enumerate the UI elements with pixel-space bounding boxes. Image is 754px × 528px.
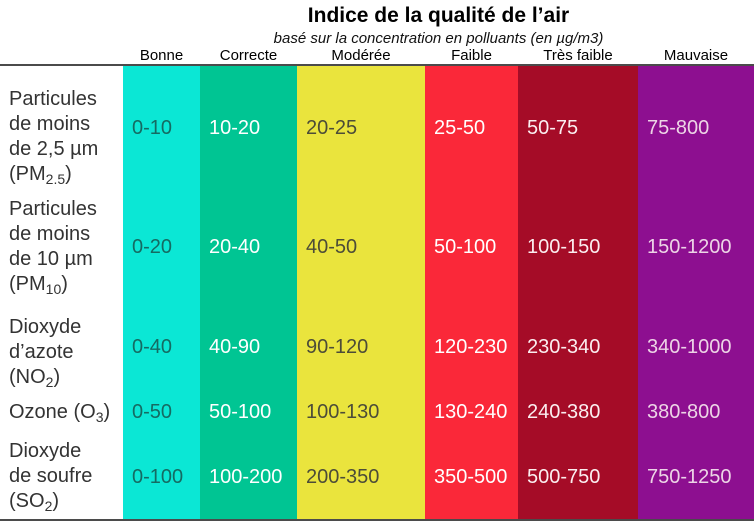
formula-subscript: 2.5: [45, 170, 66, 187]
row-label-formula: (PM2.5): [9, 162, 123, 188]
row-label-line: de 10 µm: [9, 248, 93, 270]
formula-subscript: 2: [44, 498, 53, 514]
value-cell: 340-1000: [638, 305, 754, 390]
row-label-line: Dioxyde: [9, 440, 82, 462]
formula-subscript: 2: [45, 373, 54, 390]
value-cell: 25-50: [425, 66, 518, 190]
row-label-pm25: Particules de moins de 2,5 µm (PM2.5): [0, 66, 123, 190]
value-cell: 100-150: [518, 190, 638, 305]
value-cell: 75-800: [638, 66, 754, 190]
value-cell: 0-50: [123, 390, 200, 435]
value-cell: 40-90: [200, 305, 297, 390]
value-cell: 0-100: [123, 435, 200, 519]
value-cell: 90-120: [297, 305, 425, 390]
row-label-formula: Ozone (O3): [9, 400, 123, 426]
row-label-no2: Dioxyde d’azote (NO2): [0, 305, 123, 390]
row-label-ozone: Ozone (O3): [0, 390, 123, 435]
row-label-line: de moins: [9, 112, 91, 135]
value-cell: 40-50: [297, 190, 425, 305]
formula-text: ): [61, 273, 68, 295]
formula-text: (NO: [9, 365, 46, 388]
value-cell: 50-100: [425, 190, 518, 305]
value-cell: 240-380: [518, 390, 638, 435]
row-label-pm10: Particules de moins de 10 µm (PM10): [0, 190, 123, 305]
formula-text: ): [103, 400, 111, 423]
column-header-mauvaise: Mauvaise: [663, 47, 729, 64]
formula-text: ): [65, 162, 72, 185]
value-cell: 750-1250: [638, 435, 754, 519]
value-cell: 0-10: [123, 66, 200, 190]
row-label-line: Dioxyde: [9, 315, 82, 338]
header-divider: [0, 64, 754, 66]
row-label-line: Particules: [9, 87, 97, 110]
corner-spacer: [0, 47, 123, 64]
formula-text: ): [52, 490, 60, 512]
value-cell: 130-240: [425, 390, 518, 435]
value-cell: 380-800: [638, 390, 754, 435]
row-label-line: de 2,5 µm: [9, 137, 99, 160]
formula-text: (PM: [9, 273, 46, 295]
value-cell: 10-20: [200, 66, 297, 190]
value-cell: 150-1200: [638, 190, 754, 305]
row-label-line: de soufre: [9, 465, 93, 487]
column-header-moderee: Modérée: [331, 47, 391, 64]
row-label-line: de moins: [9, 223, 91, 245]
row-label-formula: (NO2): [9, 365, 123, 391]
value-cell: 100-130: [297, 390, 425, 435]
formula-text: (PM: [9, 162, 46, 185]
page-subtitle: basé sur la concentration en polluants (…: [273, 30, 604, 47]
page-title: Indice de la qualité de l’air: [307, 4, 570, 27]
formula-text: ): [53, 365, 61, 388]
quality-grid: Bonne Correcte Modérée Faible Très faibl…: [0, 47, 754, 521]
value-cell: 50-100: [200, 390, 297, 435]
row-label-formula: (PM10): [9, 272, 123, 298]
row-label-so2: Dioxyde de soufre (SO2): [0, 435, 123, 519]
value-cell: 120-230: [425, 305, 518, 390]
column-header-tres-faible: Très faible: [543, 47, 613, 64]
value-cell: 230-340: [518, 305, 638, 390]
column-header-bonne: Bonne: [139, 47, 184, 64]
value-cell: 0-40: [123, 305, 200, 390]
value-cell: 350-500: [425, 435, 518, 519]
column-header-correcte: Correcte: [219, 47, 278, 64]
formula-text: (SO: [9, 490, 45, 512]
formula-subscript: 3: [95, 408, 104, 425]
footer-divider: [0, 519, 754, 521]
value-cell: 50-75: [518, 66, 638, 190]
value-cell: 100-200: [200, 435, 297, 519]
value-cell: 500-750: [518, 435, 638, 519]
formula-text: Ozone (O: [9, 400, 96, 423]
value-cell: 20-40: [200, 190, 297, 305]
column-header-faible: Faible: [451, 47, 492, 64]
value-cell: 200-350: [297, 435, 425, 519]
value-cell: 0-20: [123, 190, 200, 305]
value-cell: 20-25: [297, 66, 425, 190]
row-label-line: Particules: [9, 198, 97, 220]
row-label-formula: (SO2): [9, 489, 123, 515]
row-label-line: d’azote: [9, 340, 74, 363]
formula-subscript: 10: [45, 281, 62, 297]
